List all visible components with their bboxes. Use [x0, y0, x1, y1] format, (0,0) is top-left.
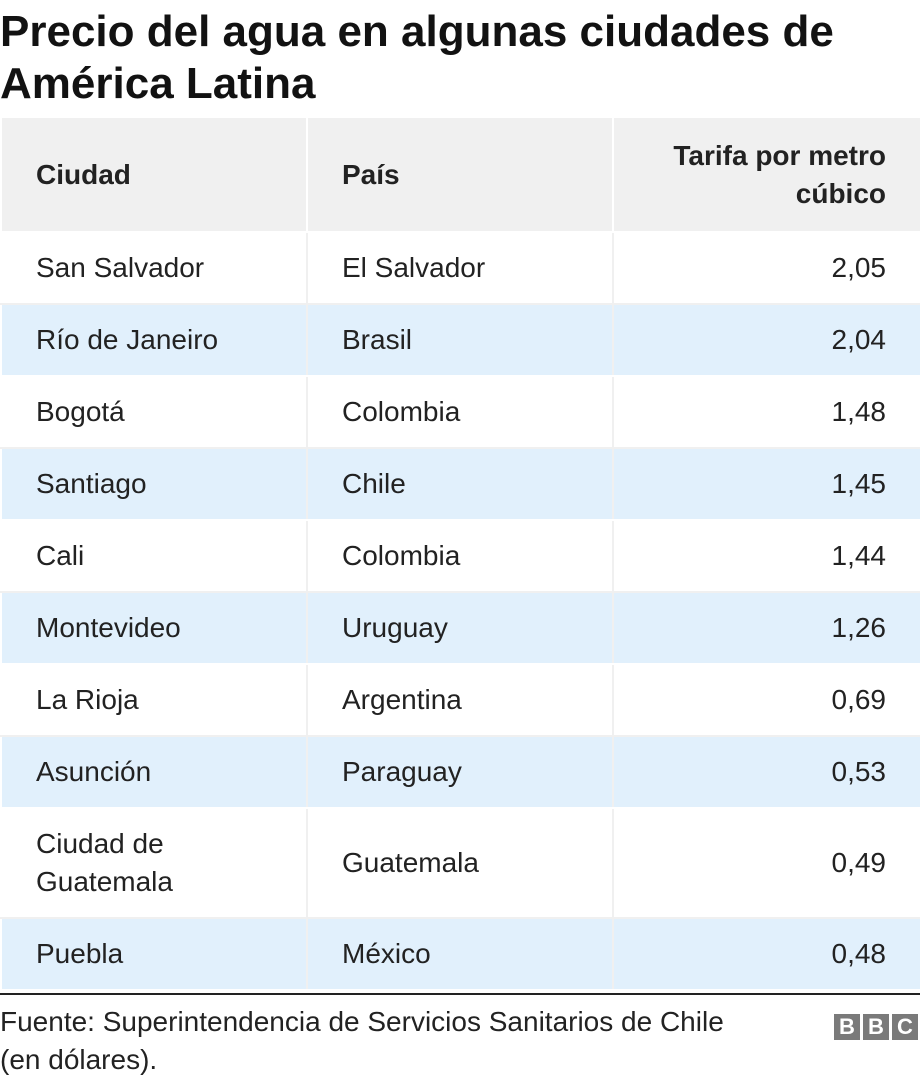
source-note: Fuente: Superintendencia de Servicios Sa… [0, 1006, 724, 1075]
logo-letter-b2: B [863, 1014, 889, 1040]
cell-city: Bogotá [0, 375, 308, 449]
cell-rate: 2,05 [612, 231, 920, 305]
cell-country: Brasil [306, 303, 614, 377]
cell-city: Ciudad de Guatemala [0, 807, 308, 919]
column-header-rate: Tarifa por metro cúbico [612, 116, 920, 233]
cell-country: Paraguay [306, 735, 614, 809]
table-row: Bogotá Colombia 1,48 [0, 375, 920, 449]
cell-country: El Salvador [306, 231, 614, 305]
cell-country: México [306, 917, 614, 991]
cell-country: Guatemala [306, 807, 614, 919]
cell-rate: 1,44 [612, 519, 920, 593]
cell-rate: 0,49 [612, 807, 920, 919]
chart-title: Precio del agua en algunas ciudades de A… [0, 7, 834, 108]
table-row: Asunción Paraguay 0,53 [0, 735, 920, 809]
cell-rate: 0,69 [612, 663, 920, 737]
cell-rate: 2,04 [612, 303, 920, 377]
cell-rate: 1,48 [612, 375, 920, 449]
cell-city: Montevideo [0, 591, 308, 665]
cell-rate: 0,48 [612, 917, 920, 991]
column-header-country: País [306, 116, 614, 233]
footer-divider [0, 993, 920, 995]
column-header-city: Ciudad [0, 116, 308, 233]
cell-city: Puebla [0, 917, 308, 991]
price-table: Ciudad País Tarifa por metro cúbico San … [0, 116, 920, 991]
table-row: Río de Janeiro Brasil 2,04 [0, 303, 920, 377]
cell-city: Río de Janeiro [0, 303, 308, 377]
bbc-logo: B B C [834, 1014, 918, 1040]
table-row: Cali Colombia 1,44 [0, 519, 920, 593]
table-header-row: Ciudad País Tarifa por metro cúbico [0, 116, 920, 233]
cell-city: Cali [0, 519, 308, 593]
cell-country: Uruguay [306, 591, 614, 665]
cell-rate: 1,26 [612, 591, 920, 665]
table-row: Ciudad de Guatemala Guatemala 0,49 [0, 807, 920, 919]
logo-letter-b1: B [834, 1014, 860, 1040]
table-row: Santiago Chile 1,45 [0, 447, 920, 521]
cell-rate: 1,45 [612, 447, 920, 521]
table-row: La Rioja Argentina 0,69 [0, 663, 920, 737]
table-row: San Salvador El Salvador 2,05 [0, 231, 920, 305]
table-row: Puebla México 0,48 [0, 917, 920, 991]
cell-city: Santiago [0, 447, 308, 521]
cell-city: San Salvador [0, 231, 308, 305]
logo-letter-c: C [892, 1014, 918, 1040]
cell-country: Argentina [306, 663, 614, 737]
cell-rate: 0,53 [612, 735, 920, 809]
cell-country: Colombia [306, 375, 614, 449]
cell-city: La Rioja [0, 663, 308, 737]
table-row: Montevideo Uruguay 1,26 [0, 591, 920, 665]
cell-country: Chile [306, 447, 614, 521]
cell-country: Colombia [306, 519, 614, 593]
cell-city: Asunción [0, 735, 308, 809]
